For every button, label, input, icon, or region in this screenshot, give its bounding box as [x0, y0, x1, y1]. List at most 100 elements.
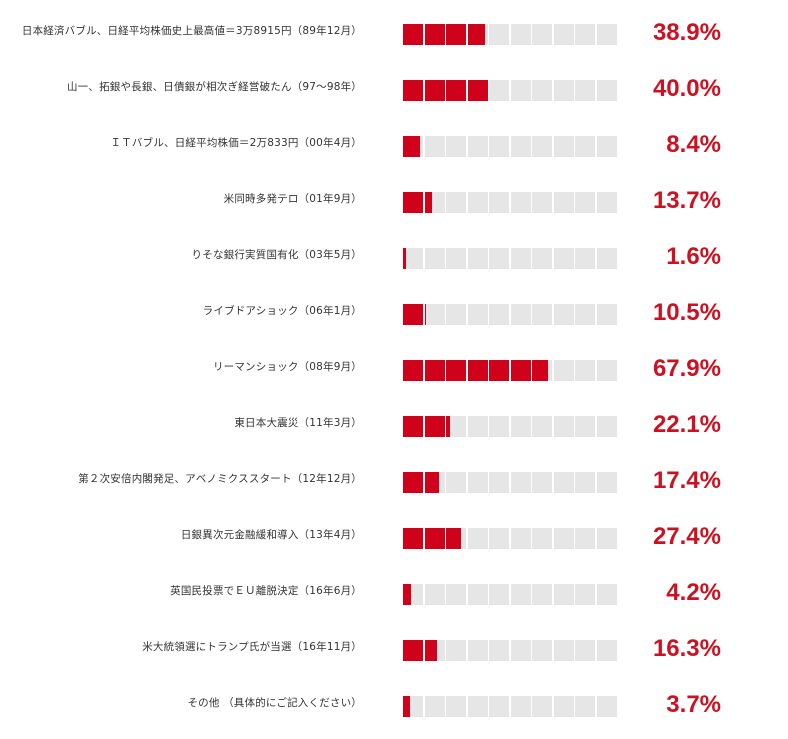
bar-segment — [467, 192, 488, 213]
bar-fill — [403, 584, 412, 605]
bar-segment — [532, 80, 553, 101]
bar-segment — [532, 304, 553, 325]
bar-fill — [424, 640, 438, 661]
bar-segment — [424, 80, 445, 101]
segmented-bar — [403, 248, 617, 269]
bar-segment — [467, 136, 488, 157]
segmented-bar-chart: 日本経済バブル、日経平均株価史上最高値＝3万8915円（89年12月） 38.9%… — [0, 19, 788, 718]
bar-segment — [446, 136, 467, 157]
bar-segment — [467, 640, 488, 661]
bar-segment — [553, 360, 574, 381]
chart-row: ライブドアショック（06年1月） 10.5% — [0, 291, 788, 347]
bar-segment — [489, 472, 510, 493]
bar-segment — [424, 528, 445, 549]
bar-segment — [424, 248, 445, 269]
bar-segment — [575, 80, 596, 101]
value-label: 40.0% — [652, 75, 721, 102]
bar-segment — [532, 640, 553, 661]
bar-segment — [510, 360, 531, 381]
bar-segment — [596, 24, 617, 45]
bar-fill — [532, 360, 549, 381]
category-label: 東日本大震災（11年3月） — [234, 417, 362, 429]
value-label: 67.9% — [652, 355, 721, 382]
bar-segment — [532, 24, 553, 45]
segmented-bar — [403, 584, 617, 605]
bar-segment — [596, 136, 617, 157]
bar-segment — [532, 584, 553, 605]
segmented-bar — [403, 696, 617, 717]
bar-segment — [446, 472, 467, 493]
bar-segment — [532, 136, 553, 157]
bar-segment — [403, 248, 423, 269]
bar-segment — [424, 696, 445, 717]
segmented-bar — [403, 24, 617, 45]
bar-segment — [510, 136, 531, 157]
bar-segment — [489, 640, 510, 661]
bar-segment — [510, 640, 531, 661]
bar-segment — [510, 528, 531, 549]
bar-fill — [403, 528, 423, 549]
bar-segment — [467, 360, 488, 381]
bar-segment — [467, 80, 488, 101]
bar-segment — [489, 80, 510, 101]
bar-segment — [424, 640, 445, 661]
bar-segment — [532, 360, 553, 381]
bar-segment — [446, 80, 467, 101]
bar-segment — [575, 640, 596, 661]
bar-segment — [510, 192, 531, 213]
bar-segment — [446, 528, 467, 549]
bar-segment — [424, 192, 445, 213]
value-label: 27.4% — [652, 523, 721, 550]
value-label: 4.2% — [666, 579, 721, 606]
bar-segment — [467, 696, 488, 717]
bar-segment — [510, 24, 531, 45]
bar-fill — [403, 416, 423, 437]
bar-segment — [424, 24, 445, 45]
bar-segment — [510, 304, 531, 325]
bar-segment — [553, 472, 574, 493]
bar-segment — [510, 584, 531, 605]
bar-segment — [403, 80, 423, 101]
bar-fill — [424, 24, 445, 45]
bar-segment — [424, 360, 445, 381]
segmented-bar — [403, 80, 617, 101]
bar-segment — [489, 584, 510, 605]
bar-segment — [446, 192, 467, 213]
bar-segment — [575, 360, 596, 381]
chart-row: 日銀異次元金融緩和導入（13年4月） 27.4% — [0, 515, 788, 571]
bar-segment — [575, 528, 596, 549]
bar-fill — [446, 528, 461, 549]
category-label: 米同時多発テロ（01年9月） — [223, 193, 362, 205]
bar-segment — [446, 304, 467, 325]
value-label: 13.7% — [652, 187, 721, 214]
chart-row: 山一、拓銀や長銀、日債銀が相次ぎ経営破たん（97〜98年） 40.0% — [0, 67, 788, 123]
segmented-bar — [403, 640, 617, 661]
bar-segment — [596, 80, 617, 101]
bar-fill — [403, 360, 423, 381]
bar-fill — [446, 360, 467, 381]
bar-segment — [403, 24, 423, 45]
category-label: ライブドアショック（06年1月） — [202, 305, 362, 317]
bar-fill — [467, 24, 486, 45]
value-label: 17.4% — [652, 467, 721, 494]
segmented-bar — [403, 304, 617, 325]
bar-segment — [575, 248, 596, 269]
bar-segment — [532, 416, 553, 437]
bar-segment — [596, 528, 617, 549]
bar-segment — [553, 192, 574, 213]
bar-segment — [510, 80, 531, 101]
category-label: 日本経済バブル、日経平均株価史上最高値＝3万8915円（89年12月） — [21, 25, 362, 37]
bar-segment — [489, 528, 510, 549]
segmented-bar — [403, 360, 617, 381]
bar-fill — [403, 696, 411, 717]
bar-segment — [575, 696, 596, 717]
bar-segment — [446, 24, 467, 45]
bar-fill — [424, 80, 445, 101]
bar-segment — [403, 472, 423, 493]
bar-segment — [596, 696, 617, 717]
bar-segment — [575, 416, 596, 437]
bar-segment — [403, 696, 423, 717]
bar-segment — [489, 696, 510, 717]
bar-segment — [532, 696, 553, 717]
bar-segment — [553, 696, 574, 717]
